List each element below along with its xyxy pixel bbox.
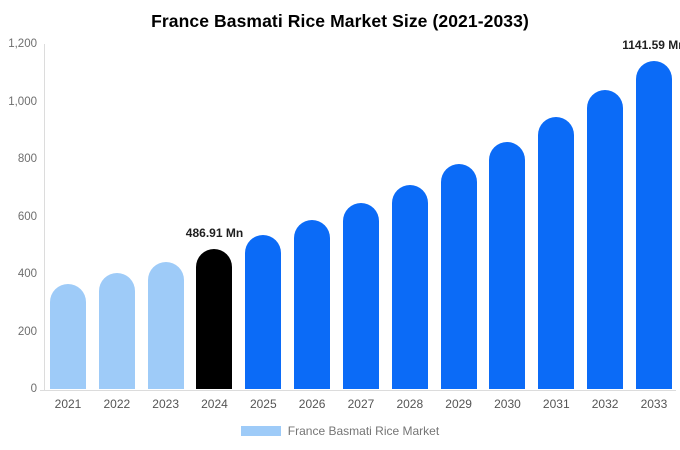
x-tick-2026: 2026 — [298, 397, 326, 411]
x-axis-line — [40, 390, 676, 391]
bar-2023[interactable] — [147, 261, 184, 389]
bar-group-2028 — [391, 184, 428, 389]
x-tick-2021: 2021 — [54, 397, 82, 411]
y-tick-600: 600 — [17, 210, 37, 223]
bar-group-2023 — [147, 261, 184, 389]
bar-group-2026 — [294, 219, 331, 389]
x-tick-2027: 2027 — [347, 397, 375, 411]
x-tick-2032: 2032 — [591, 397, 619, 411]
bar-2026[interactable] — [294, 219, 331, 389]
x-tick-2028: 2028 — [396, 397, 424, 411]
bar-2029[interactable] — [440, 164, 477, 389]
bar-2033[interactable] — [635, 60, 672, 389]
bar-2024[interactable] — [196, 249, 233, 389]
bar-group-2021 — [50, 283, 86, 389]
bar-group-2033: 1141.59 Mn — [622, 38, 680, 389]
bar-2027[interactable] — [342, 203, 379, 389]
chart-title: France Basmati Rice Market Size (2021-20… — [151, 11, 529, 31]
x-tick-2030: 2030 — [494, 397, 521, 411]
bar-group-2031 — [538, 117, 575, 389]
bar-2031[interactable] — [538, 117, 575, 389]
x-tick-2025: 2025 — [249, 397, 277, 411]
x-tick-2033: 2033 — [640, 397, 668, 411]
bar-2022[interactable] — [98, 273, 135, 389]
y-axis-line — [44, 44, 45, 391]
y-tick-1,200: 1,200 — [8, 38, 37, 50]
y-tick-1,000: 1,000 — [8, 95, 37, 108]
y-tick-0: 0 — [30, 383, 37, 395]
legend-label: France Basmati Rice Market — [287, 424, 440, 438]
bar-group-2030 — [489, 141, 526, 389]
bars-row: 486.91 Mn 1141.59 Mn — [45, 38, 680, 389]
data-label-2024: 486.91 Mn — [185, 226, 244, 240]
x-tick-2023: 2023 — [152, 397, 179, 411]
x-tick-2031: 2031 — [542, 397, 570, 411]
x-tick-2024: 2024 — [201, 397, 228, 411]
bar-2025[interactable] — [245, 235, 282, 389]
bar-group-2025 — [245, 235, 282, 389]
bar-2021[interactable] — [50, 283, 86, 389]
legend-swatch-icon — [240, 426, 281, 436]
bar-group-2032 — [587, 90, 624, 389]
bar-group-2024: 486.91 Mn — [186, 226, 243, 389]
bar-group-2027 — [342, 203, 379, 389]
x-axis-ticks: 2021 2022 2023 2024 2025 2026 2027 2028 2029 2030… — [45, 397, 676, 411]
legend[interactable]: France Basmati Rice Market — [0, 424, 680, 438]
bar-2032[interactable] — [587, 90, 624, 389]
bar-2028[interactable] — [391, 184, 428, 389]
y-tick-200: 200 — [17, 325, 37, 338]
bar-2030[interactable] — [489, 141, 526, 389]
bar-group-2022 — [98, 273, 135, 389]
y-tick-800: 800 — [17, 153, 37, 165]
x-tick-2029: 2029 — [445, 397, 472, 411]
data-label-2033: 1141.59 Mn — [622, 37, 680, 52]
x-tick-2022: 2022 — [103, 397, 131, 411]
bar-group-2029 — [440, 164, 477, 389]
y-tick-400: 400 — [17, 268, 37, 280]
y-axis-ticks: 0 200 400 600 800 1,000 1,200 — [0, 38, 37, 395]
